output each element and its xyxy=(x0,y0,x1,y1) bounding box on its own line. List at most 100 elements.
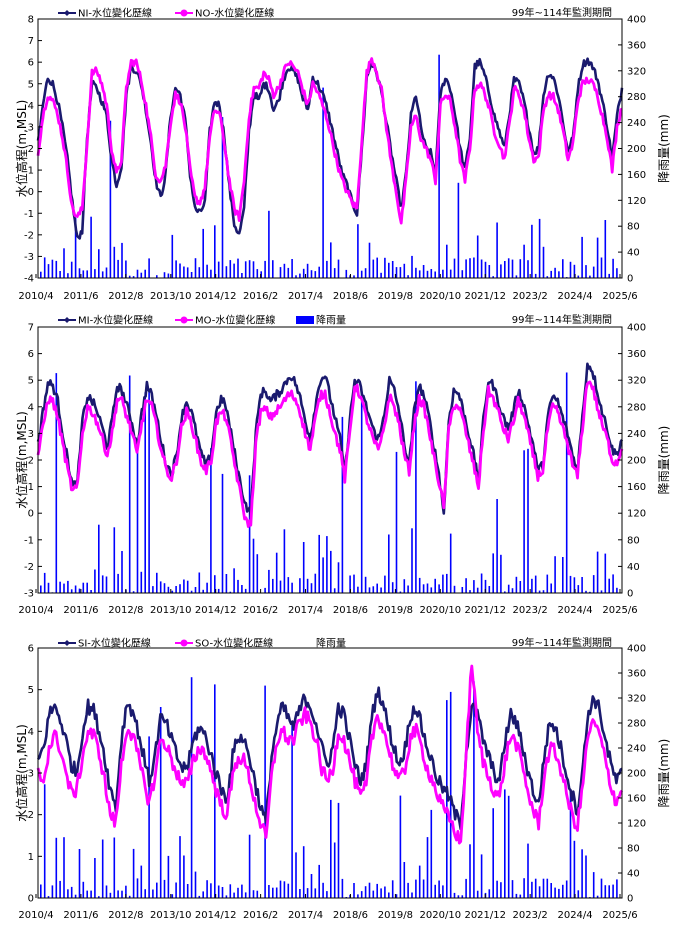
y-tick-label: 7 xyxy=(28,323,34,334)
rain-bar xyxy=(121,243,123,278)
rain-bar xyxy=(442,270,444,278)
rain-bar xyxy=(311,874,313,898)
rain-bar xyxy=(90,217,92,278)
rain-bar xyxy=(608,885,610,898)
rain-bar xyxy=(431,587,433,593)
rain-bar xyxy=(218,886,220,899)
rain-bar xyxy=(380,888,382,898)
rain-bar xyxy=(268,885,270,898)
rain-bar xyxy=(253,539,255,593)
y2-tick-label: 280 xyxy=(627,402,646,413)
rain-bar xyxy=(206,880,208,898)
rain-bar xyxy=(415,268,417,278)
rain-bar xyxy=(581,237,583,278)
rain-bar xyxy=(492,553,494,593)
y-tick-label: 6 xyxy=(28,58,34,69)
rain-bar xyxy=(342,879,344,898)
rain-bar xyxy=(137,445,139,593)
rain-bar xyxy=(400,796,402,898)
rain-bar xyxy=(550,584,552,594)
y-tick-label: 5 xyxy=(28,79,34,90)
rain-bar xyxy=(272,888,274,898)
rain-bar xyxy=(214,225,216,278)
rain-bar xyxy=(52,885,54,898)
rain-bar xyxy=(144,270,146,278)
y-tick-label: -3 xyxy=(24,589,34,600)
x-tick-label: 2013/10 xyxy=(150,291,192,302)
x-tick-label: 2024/4 xyxy=(557,291,592,302)
rain-bar xyxy=(56,261,58,278)
rain-bar xyxy=(284,529,286,593)
rain-bar xyxy=(245,892,247,898)
y-tick-label: -3 xyxy=(24,252,34,263)
rain-bar xyxy=(288,268,290,278)
y-tick-label: 5 xyxy=(28,376,34,387)
rain-bar xyxy=(206,265,208,278)
x-tick-label: 2013/10 xyxy=(150,910,192,921)
x-tick-label: 2017/4 xyxy=(288,910,323,921)
rain-bar xyxy=(438,881,440,899)
rain-bar xyxy=(516,894,518,898)
rain-bar xyxy=(330,551,332,593)
rain-bar xyxy=(83,583,85,593)
rain-bar xyxy=(79,268,81,278)
rain-bar xyxy=(353,575,355,593)
rain-bar xyxy=(388,535,390,594)
rain-bar xyxy=(71,589,73,593)
rain-bar xyxy=(535,879,537,898)
y2-tick-label: 80 xyxy=(627,535,640,546)
rain-bar xyxy=(481,854,483,898)
rain-bar xyxy=(195,587,197,593)
x-tick-label: 2016/2 xyxy=(243,605,278,616)
rain-bar xyxy=(141,572,143,593)
x-tick-label: 2016/2 xyxy=(243,291,278,302)
rain-bar xyxy=(554,888,556,898)
rain-bar xyxy=(299,889,301,898)
rain-bar xyxy=(423,880,425,899)
rain-bar xyxy=(183,856,185,899)
rain-bar xyxy=(346,270,348,278)
rain-bar xyxy=(164,272,166,278)
y2-tick-label: 160 xyxy=(627,794,646,805)
x-tick-label: 2017/4 xyxy=(288,605,323,616)
rain-bar xyxy=(67,273,69,278)
legend-label: NO-水位變化歷線 xyxy=(195,7,274,20)
y2-tick-label: 360 xyxy=(627,669,646,680)
x-tick-label: 2012/8 xyxy=(108,291,143,302)
x-tick-label: 2025/6 xyxy=(602,291,637,302)
rain-bar xyxy=(605,885,607,898)
rain-bar xyxy=(48,583,50,593)
rain-bar xyxy=(175,260,177,278)
rain-bar xyxy=(396,267,398,278)
rain-bar xyxy=(566,373,568,594)
y2-tick-label: 400 xyxy=(627,323,646,334)
x-tick-label: 2018/6 xyxy=(333,605,368,616)
rain-bar xyxy=(137,878,139,898)
rain-bar xyxy=(384,576,386,593)
rain-bar xyxy=(114,527,116,593)
rain-bar xyxy=(489,889,491,898)
rain-bar xyxy=(361,271,363,278)
rain-bar xyxy=(245,589,247,593)
x-tick-label: 2018/6 xyxy=(333,910,368,921)
legend-label: 降雨量 xyxy=(316,314,346,327)
rain-bar xyxy=(550,883,552,898)
rain-bar xyxy=(547,575,549,593)
rain-bar xyxy=(276,553,278,593)
rain-bar xyxy=(291,259,293,278)
legend-label: MI-水位變化歷線 xyxy=(78,314,153,327)
rain-bar xyxy=(612,259,614,278)
rain-bar xyxy=(168,587,170,593)
rain-bar xyxy=(156,573,158,593)
rain-bar xyxy=(523,245,525,278)
y2-tick-label: 120 xyxy=(627,196,646,207)
rain-bar xyxy=(233,568,235,593)
rain-bar xyxy=(454,586,456,593)
rain-bar xyxy=(303,846,305,898)
x-tick-label: 2014/12 xyxy=(195,605,237,616)
y-tick-label: -4 xyxy=(24,274,34,285)
rain-bar xyxy=(407,586,409,594)
rain-bar xyxy=(102,840,104,899)
